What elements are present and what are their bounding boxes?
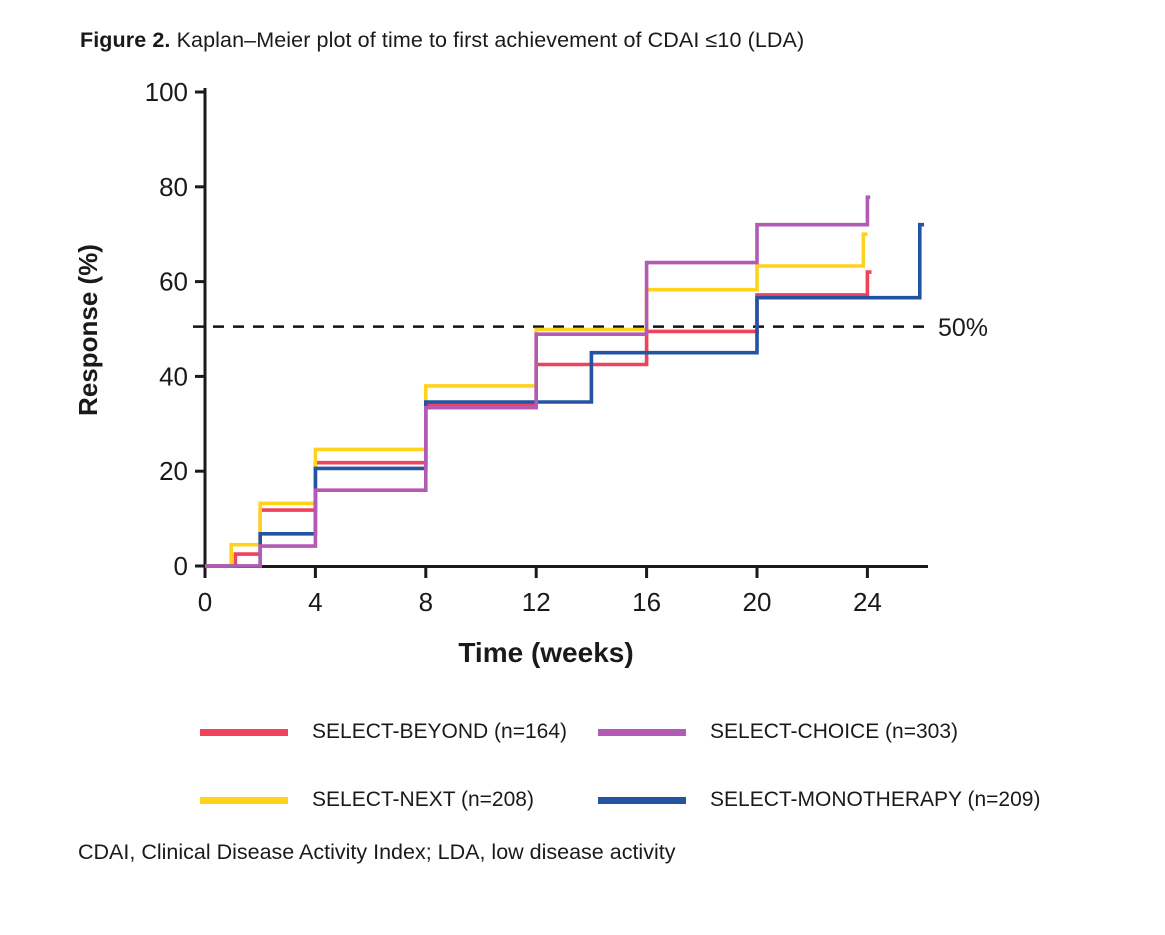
figure-title: Figure 2. Kaplan–Meier plot of time to f… bbox=[80, 28, 804, 53]
reference-line-label: 50% bbox=[938, 314, 988, 342]
x-tick-label: 0 bbox=[198, 587, 212, 617]
x-tick-label: 16 bbox=[632, 587, 661, 617]
figure-title-text: Kaplan–Meier plot of time to first achie… bbox=[170, 28, 805, 52]
km-series-layer bbox=[205, 195, 924, 568]
km-chart: 0 4 8 12 16 20 24 0 20 40 60 80 100 Time (weeks) Res… bbox=[73, 77, 988, 668]
km-curve-select-monotherapy bbox=[205, 222, 924, 568]
legend-entry-select-monotherapy: SELECT-MONOTHERAPY (n=209) bbox=[598, 788, 1040, 812]
legend-entry-select-next: SELECT-NEXT (n=208) bbox=[200, 788, 598, 812]
km-curve-select-choice bbox=[205, 195, 871, 568]
axes: 0 4 8 12 16 20 24 0 20 40 60 80 100 bbox=[145, 77, 928, 617]
figure-title-prefix: Figure 2. bbox=[80, 28, 171, 52]
x-tick-label: 20 bbox=[743, 587, 772, 617]
legend-label-select-monotherapy: SELECT-MONOTHERAPY (n=209) bbox=[710, 788, 1041, 811]
legend-line-swatch-select-choice-icon bbox=[598, 728, 686, 736]
legend-entry-select-choice: SELECT-CHOICE (n=303) bbox=[598, 720, 1040, 744]
x-tick-label: 24 bbox=[853, 587, 882, 617]
y-tick-label: 80 bbox=[159, 172, 188, 202]
y-tick-label: 60 bbox=[159, 267, 188, 297]
y-tick-label: 0 bbox=[174, 551, 188, 581]
legend-line-swatch-select-monotherapy-icon bbox=[598, 796, 686, 804]
legend: SELECT-BEYOND (n=164) SELECT-CHOICE (n=3… bbox=[200, 698, 1040, 834]
x-tick-label: 8 bbox=[419, 587, 433, 617]
km-curve-select-next bbox=[205, 232, 868, 568]
legend-entry-select-beyond: SELECT-BEYOND (n=164) bbox=[200, 720, 598, 744]
x-axis-title: Time (weeks) bbox=[458, 637, 633, 668]
y-tick-label: 20 bbox=[159, 456, 188, 486]
km-curve-select-beyond bbox=[205, 270, 872, 568]
legend-line-swatch-select-next-icon bbox=[200, 796, 288, 804]
footnote: CDAI, Clinical Disease Activity Index; L… bbox=[78, 840, 676, 864]
x-tick-label: 12 bbox=[522, 587, 551, 617]
y-tick-label: 40 bbox=[159, 361, 188, 391]
legend-line-swatch-select-beyond-icon bbox=[200, 728, 288, 736]
legend-label-select-beyond: SELECT-BEYOND (n=164) bbox=[312, 720, 568, 743]
y-tick-label: 100 bbox=[145, 77, 188, 107]
x-tick-label: 4 bbox=[308, 587, 322, 617]
legend-label-select-choice: SELECT-CHOICE (n=303) bbox=[710, 720, 959, 743]
legend-label-select-next: SELECT-NEXT (n=208) bbox=[312, 788, 534, 811]
y-axis-title: Response (%) bbox=[73, 244, 103, 416]
